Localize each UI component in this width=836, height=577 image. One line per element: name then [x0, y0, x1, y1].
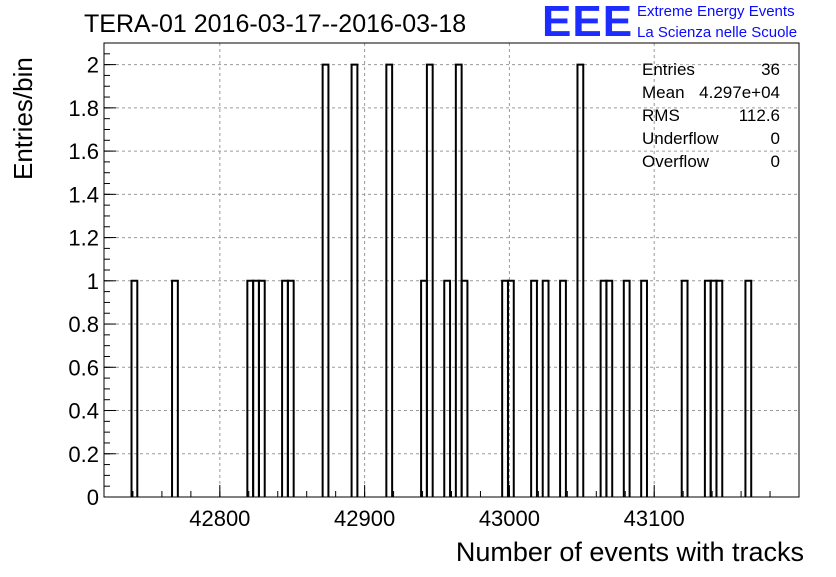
x-tick-label: 42800: [189, 506, 250, 531]
stat-value: 36: [761, 60, 780, 79]
histogram-bin: [559, 279, 567, 497]
histogram-bin: [530, 279, 538, 497]
histogram-bin: [460, 279, 469, 497]
y-tick-label: 1.4: [68, 182, 99, 207]
stat-value: 0: [770, 129, 780, 148]
histogram-bin: [257, 279, 266, 497]
stat-value: 112.6: [738, 106, 780, 125]
stats-row-rms: RMS 112.6: [642, 104, 782, 127]
y-tick-label: 0.6: [68, 355, 99, 380]
stat-name: Underflow: [642, 129, 719, 148]
stats-row-overflow: Overflow 0: [642, 150, 782, 173]
y-tick-label: 2: [87, 53, 99, 78]
histogram-bin: [680, 279, 689, 497]
stats-box: Entries 36 Mean 4.297e+04 RMS 112.6 Unde…: [642, 58, 782, 173]
y-axis-label: Entries/bin: [8, 57, 38, 180]
stats-row-mean: Mean 4.297e+04: [642, 81, 782, 104]
stat-name: Mean: [642, 83, 685, 102]
logo-line-2: La Scienza nelle Scuole: [637, 24, 798, 41]
stat-value: 0: [770, 152, 780, 171]
y-tick-label: 1.8: [68, 96, 99, 121]
histogram-bin: [443, 279, 452, 497]
y-tick-label: 0.8: [68, 312, 99, 337]
x-axis-label: Number of events with tracks: [455, 537, 804, 567]
histogram-bin: [425, 63, 434, 497]
histogram-bin: [640, 279, 648, 497]
y-tick-label: 1.2: [68, 226, 99, 251]
stat-name: RMS: [642, 106, 680, 125]
y-tick-label: 0.4: [68, 399, 99, 424]
x-tick-label: 42900: [334, 506, 395, 531]
stat-name: Entries: [642, 60, 695, 79]
histogram-bin: [130, 279, 139, 497]
chart-title: TERA-01 2016-03-17--2016-03-18: [84, 10, 467, 38]
histogram-bin: [541, 279, 550, 497]
histogram-bin: [350, 63, 359, 497]
histogram-bin: [506, 279, 515, 497]
histogram-bin: [171, 279, 179, 497]
stats-row-underflow: Underflow 0: [642, 127, 782, 150]
histogram-bin: [576, 63, 585, 497]
stat-name: Overflow: [642, 152, 710, 171]
y-tick-label: 1: [87, 269, 99, 294]
histogram-bin: [321, 63, 330, 497]
histogram-bin: [744, 279, 753, 497]
stat-value: 4.297e+04: [699, 83, 780, 102]
y-tick-label: 0: [87, 485, 99, 510]
histogram-bin: [286, 279, 295, 497]
histogram-bin: [385, 63, 394, 497]
histogram-bin: [622, 279, 631, 497]
y-tick-label: 1.6: [68, 139, 99, 164]
y-tick-label: 0.2: [68, 442, 99, 467]
eee-logo: EEE: [542, 0, 634, 46]
x-tick-label: 43000: [479, 506, 540, 531]
histogram-bin: [605, 279, 614, 497]
histogram-bin: [715, 279, 724, 497]
logo-line-1: Extreme Energy Events: [637, 3, 795, 20]
x-tick-label: 43100: [624, 506, 685, 531]
stats-row-entries: Entries 36: [642, 58, 782, 81]
